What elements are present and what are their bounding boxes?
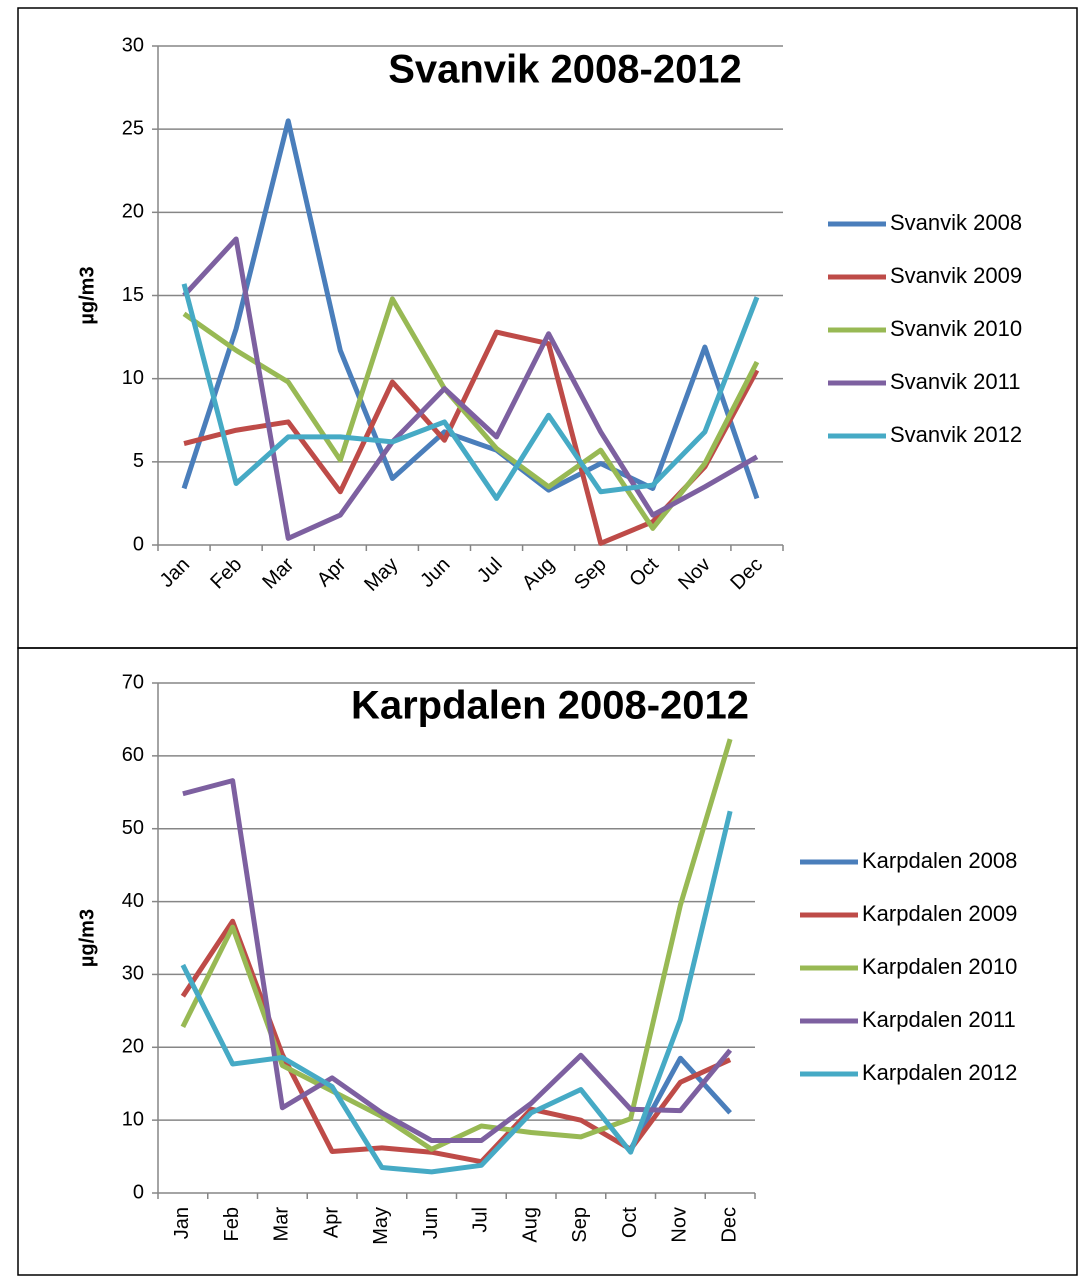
x-tick-label: Jun: [420, 1207, 442, 1239]
y-tick-label: 10: [122, 1108, 144, 1130]
x-tick-label: Sep: [569, 1207, 591, 1243]
legend-label: Karpdalen 2012: [862, 1060, 1017, 1085]
series-line: [180, 918, 732, 1165]
y-tick-label: 20: [122, 201, 144, 223]
x-tick-label: Mar: [271, 1207, 293, 1242]
legend-label: Svanvik 2009: [890, 263, 1022, 288]
x-tick-label: Jun: [416, 554, 454, 592]
x-tick-label: Oct: [625, 553, 663, 591]
y-tick-label: 25: [122, 117, 144, 139]
x-tick-label: Aug: [519, 1207, 541, 1243]
y-tick-label: 10: [122, 367, 144, 389]
series-line: [181, 118, 760, 500]
series-line: [180, 738, 733, 1152]
y-axis-label: µg/m3: [76, 266, 98, 324]
series-line: [182, 296, 760, 531]
chart-title: Karpdalen 2008-2012: [351, 684, 749, 728]
x-tick-label: Apr: [320, 1207, 342, 1238]
y-tick-label: 5: [133, 450, 144, 472]
x-tick-label: Jul: [470, 1207, 492, 1233]
x-tick-label: Feb: [206, 554, 246, 594]
y-tick-label: 30: [122, 963, 144, 985]
x-tick-label: Sep: [570, 554, 611, 595]
legend-label: Svanvik 2011: [890, 369, 1020, 394]
x-tick-label: Nov: [674, 554, 715, 595]
y-tick-label: 0: [133, 1181, 144, 1203]
series-line: [181, 283, 760, 501]
series-line: [180, 810, 733, 1175]
x-tick-label: Dec: [726, 554, 767, 595]
x-tick-label: Feb: [221, 1207, 243, 1241]
x-tick-label: May: [370, 1207, 392, 1245]
y-tick-label: 30: [122, 34, 144, 56]
series-line: [628, 1055, 732, 1151]
y-tick-label: 40: [122, 890, 144, 912]
y-tick-label: 15: [122, 284, 144, 306]
x-tick-label: Nov: [669, 1207, 691, 1243]
legend-label: Karpdalen 2008: [862, 848, 1017, 873]
y-axis-label: µg/m3: [76, 909, 98, 967]
series-line: [182, 778, 733, 1144]
y-tick-label: 60: [122, 744, 144, 766]
legend-label: Svanvik 2012: [890, 422, 1022, 447]
series-line: [182, 236, 759, 541]
x-tick-label: Mar: [258, 553, 298, 593]
y-tick-label: 0: [133, 533, 144, 555]
legend-label: Karpdalen 2011: [862, 1007, 1016, 1032]
chart-title: Svanvik 2008-2012: [388, 48, 742, 92]
x-tick-label: Jul: [473, 554, 507, 588]
x-tick-label: Jan: [171, 1207, 193, 1239]
x-tick-label: Dec: [718, 1207, 740, 1243]
legend-label: Karpdalen 2010: [862, 954, 1017, 979]
x-tick-label: May: [360, 554, 402, 596]
x-tick-label: Jan: [156, 554, 194, 592]
y-tick-label: 70: [122, 671, 144, 693]
legend-label: Svanvik 2010: [890, 316, 1022, 341]
x-tick-label: Aug: [518, 554, 559, 595]
legend-label: Svanvik 2008: [890, 210, 1022, 235]
y-tick-label: 50: [122, 817, 144, 839]
x-tick-label: Oct: [619, 1207, 641, 1239]
legend-label: Karpdalen 2009: [862, 901, 1017, 926]
y-tick-label: 20: [122, 1036, 144, 1058]
x-tick-label: Apr: [313, 553, 351, 591]
panel-border: [17, 647, 1078, 1276]
